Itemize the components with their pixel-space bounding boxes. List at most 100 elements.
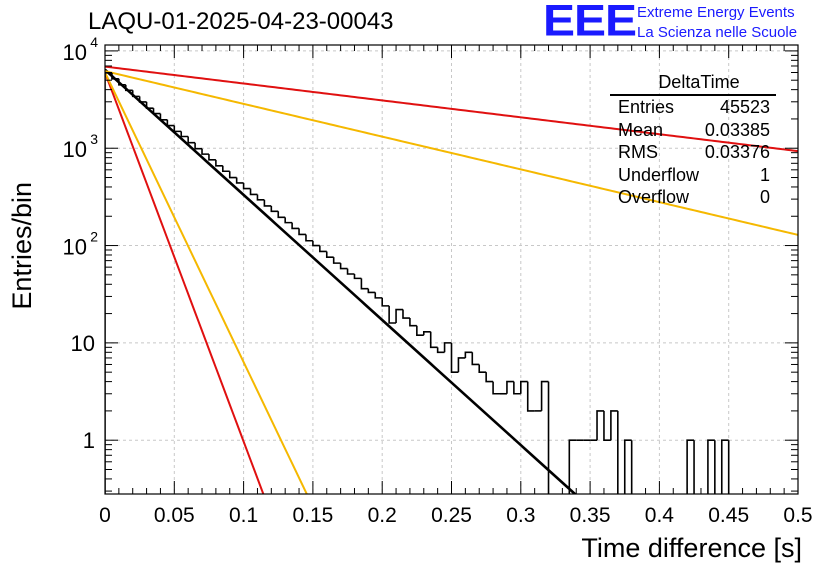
stats-box: DeltaTime Entries 45523 Mean 0.03385 RMS 0.… [610, 73, 776, 209]
histogram-bin [256, 194, 265, 201]
curve-fit [105, 68, 577, 494]
histogram-bin [222, 165, 230, 173]
axis-tick-labels: 0 0.05 0.1 0.15 0.2 0.25 0.3 0.35 0.4 0.45 0.51101… [63, 34, 813, 527]
histogram-bin [298, 228, 306, 236]
histogram-bin [124, 84, 133, 92]
histogram-bin [540, 380, 549, 411]
y-tick-label: 1 [83, 428, 95, 453]
histogram-bin [118, 78, 126, 86]
histogram-bin [450, 342, 459, 373]
stats-label: Entries [618, 97, 675, 117]
histogram-bin [235, 177, 244, 184]
histogram-bin [353, 274, 362, 280]
curve-slow-orange [105, 70, 798, 236]
stats-value: 1 [759, 164, 770, 185]
histogram-bin [727, 440, 730, 494]
histogram-bin [208, 154, 216, 161]
histogram-bin [416, 325, 424, 336]
histogram-bin [429, 331, 438, 349]
histogram-bin [284, 217, 293, 224]
histogram-bin [201, 148, 209, 155]
histogram-bin [152, 108, 161, 115]
stats-label: RMS [618, 142, 658, 162]
histogram-bin [187, 136, 196, 144]
histogram-bin [291, 222, 300, 230]
stats-value: 0.03376 [704, 142, 770, 162]
histogram-bin [686, 439, 695, 494]
histogram-bin [270, 205, 279, 213]
stats-row: Mean 0.03385 [610, 119, 776, 142]
stats-label: Overflow [618, 187, 690, 207]
x-tick-label: 0.2 [368, 504, 397, 527]
stats-value: 0 [759, 187, 770, 207]
x-axis-label: Time difference [s] [581, 533, 802, 563]
histogram-bin [305, 234, 313, 242]
histogram-bin [339, 263, 348, 270]
histogram-bin [526, 381, 535, 412]
histogram-bin [194, 142, 203, 150]
x-tick-label: 0 [99, 504, 111, 527]
chart-title: LAQU-01-2025-04-23-00043 [88, 8, 394, 35]
histogram-bin [166, 119, 175, 127]
histogram-bin [520, 380, 528, 394]
x-tick-label: 0.45 [708, 504, 749, 527]
y-tick-label-exponent: 3 [90, 131, 98, 147]
histogram-bin [138, 96, 147, 103]
stats-row: RMS 0.03376 [610, 141, 776, 164]
y-tick-label: 10 [63, 40, 87, 65]
x-tick-label: 0.35 [570, 504, 611, 527]
histogram-bin [312, 240, 320, 247]
x-tick-label: 0.5 [783, 504, 812, 527]
y-tick-label: 10 [63, 235, 87, 260]
y-tick-label: 10 [63, 137, 87, 162]
histogram-bin [277, 211, 286, 219]
histogram-bin [436, 347, 445, 354]
histogram-bin [464, 351, 473, 358]
histogram-bin [319, 245, 327, 253]
histogram-bin [409, 318, 417, 327]
histogram-bin [145, 101, 154, 109]
histogram-bin [249, 188, 258, 196]
stats-row: Overflow 0 [610, 186, 776, 209]
histogram-bin [180, 131, 189, 138]
histogram-bin [374, 292, 383, 299]
histogram-bin [388, 305, 397, 324]
x-tick-label: 0.25 [431, 504, 472, 527]
histogram-bin [492, 381, 501, 395]
histogram-bin [707, 439, 715, 494]
histogram-bin [325, 251, 334, 258]
x-tick-label: 0.05 [154, 504, 195, 527]
histogram-bin [623, 439, 632, 494]
histogram-bin [693, 440, 695, 494]
histogram-bin [443, 342, 452, 353]
x-tick-label: 0.15 [292, 504, 333, 527]
stats-title: DeltaTime [610, 73, 776, 96]
histogram-bin [720, 439, 729, 494]
x-tick-label: 0.4 [645, 504, 675, 527]
x-tick-label: 0.3 [506, 504, 535, 527]
histogram-bin [360, 278, 369, 290]
histogram-bin [478, 364, 487, 373]
histogram-bin [513, 381, 521, 395]
histogram-bin [617, 410, 619, 494]
histogram-bin [367, 288, 376, 294]
histogram-bin [263, 199, 272, 207]
stats-label: Mean [618, 119, 664, 140]
stats-value: 45523 [719, 97, 770, 117]
histogram-bin [131, 90, 140, 98]
histogram-bin [228, 171, 237, 179]
histogram-bin [159, 113, 168, 121]
histogram-bin [111, 72, 119, 80]
x-tick-label: 0.1 [229, 504, 258, 527]
histogram-bin [346, 268, 355, 275]
curve-fast-red [105, 72, 265, 494]
histogram-bin [395, 308, 403, 324]
eee-logo-line1: Extreme Energy Events [637, 4, 795, 21]
histogram-bin [603, 410, 611, 441]
histogram-bin [610, 410, 618, 441]
curve-slow-red [105, 65, 798, 153]
histogram-bin [596, 410, 604, 441]
histogram-bin [215, 159, 223, 167]
histogram-bin [714, 440, 716, 494]
